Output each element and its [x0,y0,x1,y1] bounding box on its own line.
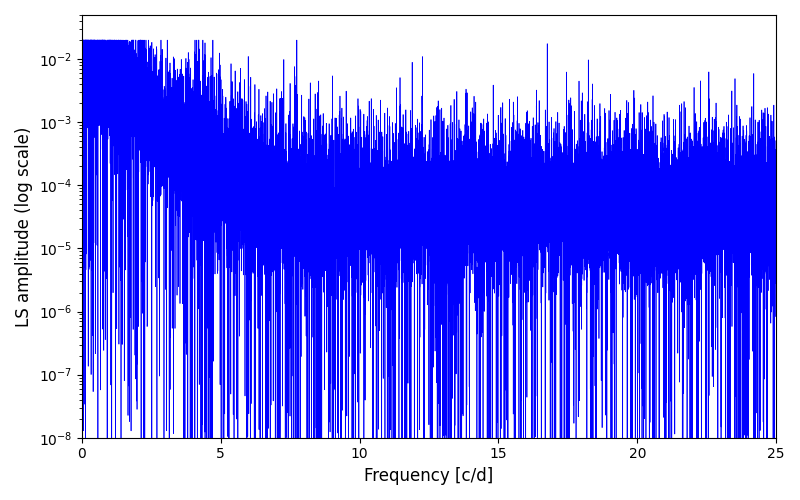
X-axis label: Frequency [c/d]: Frequency [c/d] [364,467,494,485]
Y-axis label: LS amplitude (log scale): LS amplitude (log scale) [15,126,33,326]
